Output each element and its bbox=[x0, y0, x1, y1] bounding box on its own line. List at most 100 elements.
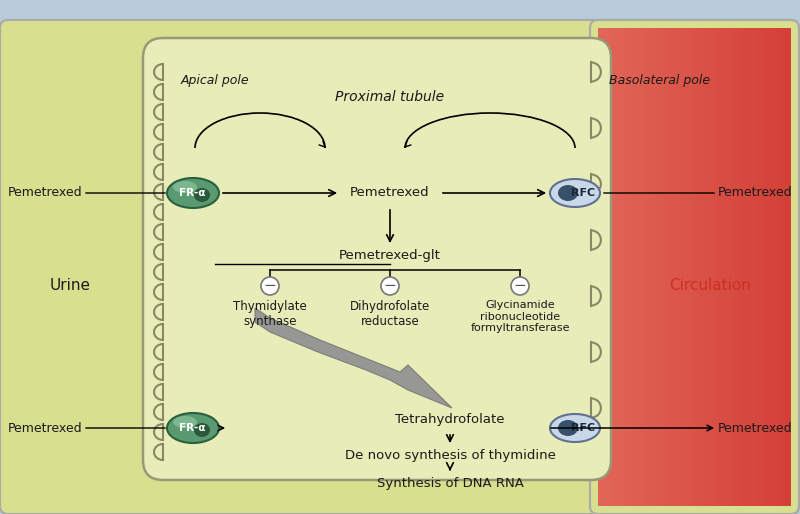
Text: Basolateral pole: Basolateral pole bbox=[610, 74, 710, 87]
Ellipse shape bbox=[173, 416, 197, 428]
Bar bbox=[744, 28, 747, 506]
FancyBboxPatch shape bbox=[143, 38, 611, 480]
Bar bbox=[670, 28, 673, 506]
Bar bbox=[654, 28, 656, 506]
Bar bbox=[608, 28, 610, 506]
Text: Proximal tubule: Proximal tubule bbox=[335, 90, 445, 104]
Bar bbox=[648, 28, 651, 506]
Bar bbox=[773, 28, 776, 506]
Text: Thymidylate
synthase: Thymidylate synthase bbox=[233, 300, 307, 328]
Bar bbox=[768, 28, 771, 506]
Bar bbox=[770, 28, 774, 506]
Bar bbox=[710, 28, 714, 506]
Bar bbox=[690, 28, 692, 506]
Text: Synthesis of DNA RNA: Synthesis of DNA RNA bbox=[377, 476, 523, 489]
Bar bbox=[714, 28, 716, 506]
Text: Pemetrexed: Pemetrexed bbox=[7, 421, 82, 434]
Bar bbox=[656, 28, 658, 506]
Bar bbox=[627, 28, 630, 506]
Bar bbox=[661, 28, 663, 506]
Bar bbox=[634, 28, 637, 506]
Bar bbox=[747, 28, 750, 506]
Bar bbox=[716, 28, 718, 506]
Bar bbox=[622, 28, 625, 506]
Bar bbox=[730, 28, 733, 506]
Text: Dihydrofolate
reductase: Dihydrofolate reductase bbox=[350, 300, 430, 328]
Bar bbox=[738, 28, 740, 506]
Bar bbox=[666, 28, 668, 506]
Bar bbox=[750, 28, 752, 506]
Bar bbox=[776, 28, 778, 506]
Text: −: − bbox=[264, 279, 276, 293]
Text: Pemetrexed: Pemetrexed bbox=[718, 421, 793, 434]
Bar bbox=[613, 28, 615, 506]
Text: Pemetrexed-glt: Pemetrexed-glt bbox=[339, 249, 441, 263]
Bar bbox=[606, 28, 608, 506]
Text: FR-α: FR-α bbox=[178, 188, 206, 198]
Text: RFC: RFC bbox=[571, 188, 595, 198]
Circle shape bbox=[381, 277, 399, 295]
Text: −: − bbox=[384, 279, 396, 293]
Text: Pemetrexed: Pemetrexed bbox=[718, 187, 793, 199]
Bar bbox=[709, 28, 711, 506]
Bar bbox=[766, 28, 769, 506]
Bar bbox=[610, 28, 613, 506]
Bar bbox=[603, 28, 606, 506]
Circle shape bbox=[511, 277, 529, 295]
Bar bbox=[691, 28, 694, 506]
Polygon shape bbox=[255, 308, 452, 408]
Bar bbox=[781, 28, 783, 506]
Ellipse shape bbox=[558, 185, 578, 201]
Bar bbox=[701, 28, 704, 506]
Bar bbox=[733, 28, 735, 506]
FancyBboxPatch shape bbox=[0, 20, 799, 514]
Bar bbox=[685, 28, 687, 506]
Text: Pemetrexed: Pemetrexed bbox=[350, 187, 430, 199]
Bar bbox=[646, 28, 649, 506]
Bar bbox=[680, 28, 682, 506]
Bar bbox=[642, 28, 644, 506]
Bar bbox=[757, 28, 759, 506]
Bar bbox=[699, 28, 702, 506]
Bar bbox=[754, 28, 757, 506]
Ellipse shape bbox=[550, 179, 600, 207]
Text: Urine: Urine bbox=[50, 278, 90, 292]
Text: De novo synthesis of thymidine: De novo synthesis of thymidine bbox=[345, 450, 555, 463]
Bar bbox=[704, 28, 706, 506]
Bar bbox=[720, 28, 723, 506]
Bar bbox=[734, 28, 738, 506]
Bar bbox=[638, 28, 642, 506]
Bar bbox=[677, 28, 680, 506]
Bar bbox=[686, 28, 690, 506]
Bar bbox=[620, 28, 622, 506]
Text: Apical pole: Apical pole bbox=[181, 74, 250, 87]
Bar bbox=[740, 28, 742, 506]
Bar bbox=[696, 28, 699, 506]
Bar bbox=[662, 28, 666, 506]
Bar bbox=[667, 28, 670, 506]
Bar bbox=[674, 28, 678, 506]
Ellipse shape bbox=[173, 181, 197, 193]
Bar bbox=[778, 28, 781, 506]
Bar bbox=[728, 28, 730, 506]
Bar bbox=[672, 28, 675, 506]
Ellipse shape bbox=[167, 413, 219, 443]
Bar bbox=[624, 28, 627, 506]
Ellipse shape bbox=[558, 420, 578, 436]
Bar bbox=[787, 28, 790, 506]
Text: Pemetrexed: Pemetrexed bbox=[7, 187, 82, 199]
Bar bbox=[752, 28, 754, 506]
Bar bbox=[643, 28, 646, 506]
Bar bbox=[632, 28, 634, 506]
Text: Circulation: Circulation bbox=[669, 278, 751, 292]
Ellipse shape bbox=[194, 423, 210, 437]
Ellipse shape bbox=[550, 414, 600, 442]
Bar bbox=[614, 28, 618, 506]
Circle shape bbox=[261, 277, 279, 295]
Bar bbox=[618, 28, 620, 506]
Ellipse shape bbox=[167, 178, 219, 208]
Bar bbox=[658, 28, 661, 506]
Text: −: − bbox=[514, 279, 526, 293]
Bar bbox=[726, 28, 728, 506]
Bar bbox=[758, 28, 762, 506]
